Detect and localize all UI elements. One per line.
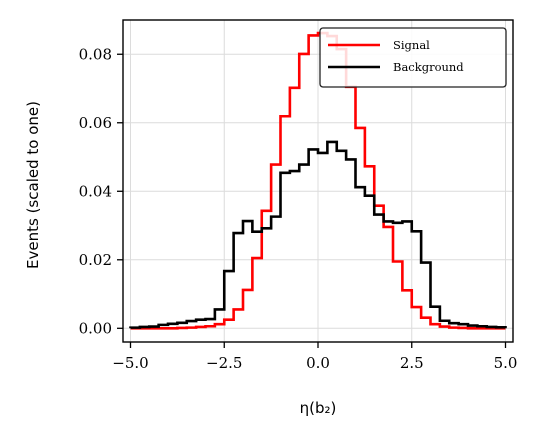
series-signal-line — [130, 31, 506, 330]
x-tick-label-2: 0.0 — [306, 354, 330, 372]
y-tick-label-2: 0.04 — [79, 182, 112, 200]
series-layer — [129, 31, 507, 330]
x-tick-label-0: −5.0 — [112, 354, 148, 372]
series-background-line — [129, 140, 507, 329]
y-tick-label-3: 0.06 — [79, 114, 112, 132]
legend-label-signal: Signal — [393, 38, 430, 52]
x-axis-label: η(b₂) — [300, 399, 337, 417]
ticks: −5.0 −2.5 0.0 2.5 5.0 0.00 0.02 0.04 0.06 0.08 — [79, 45, 518, 372]
x-tick-label-4: 5.0 — [494, 354, 518, 372]
legend-box — [319, 27, 507, 88]
y-tick-label-4: 0.08 — [79, 45, 112, 63]
legend: Signal Background — [319, 27, 507, 88]
x-tick-label-3: 2.5 — [400, 354, 424, 372]
legend-label-background: Background — [393, 60, 464, 74]
y-tick-label-0: 0.00 — [79, 319, 112, 337]
x-tick-label-1: −2.5 — [206, 354, 242, 372]
y-tick-label-1: 0.02 — [79, 251, 112, 269]
y-axis-label: Events (scaled to one) — [24, 101, 42, 269]
